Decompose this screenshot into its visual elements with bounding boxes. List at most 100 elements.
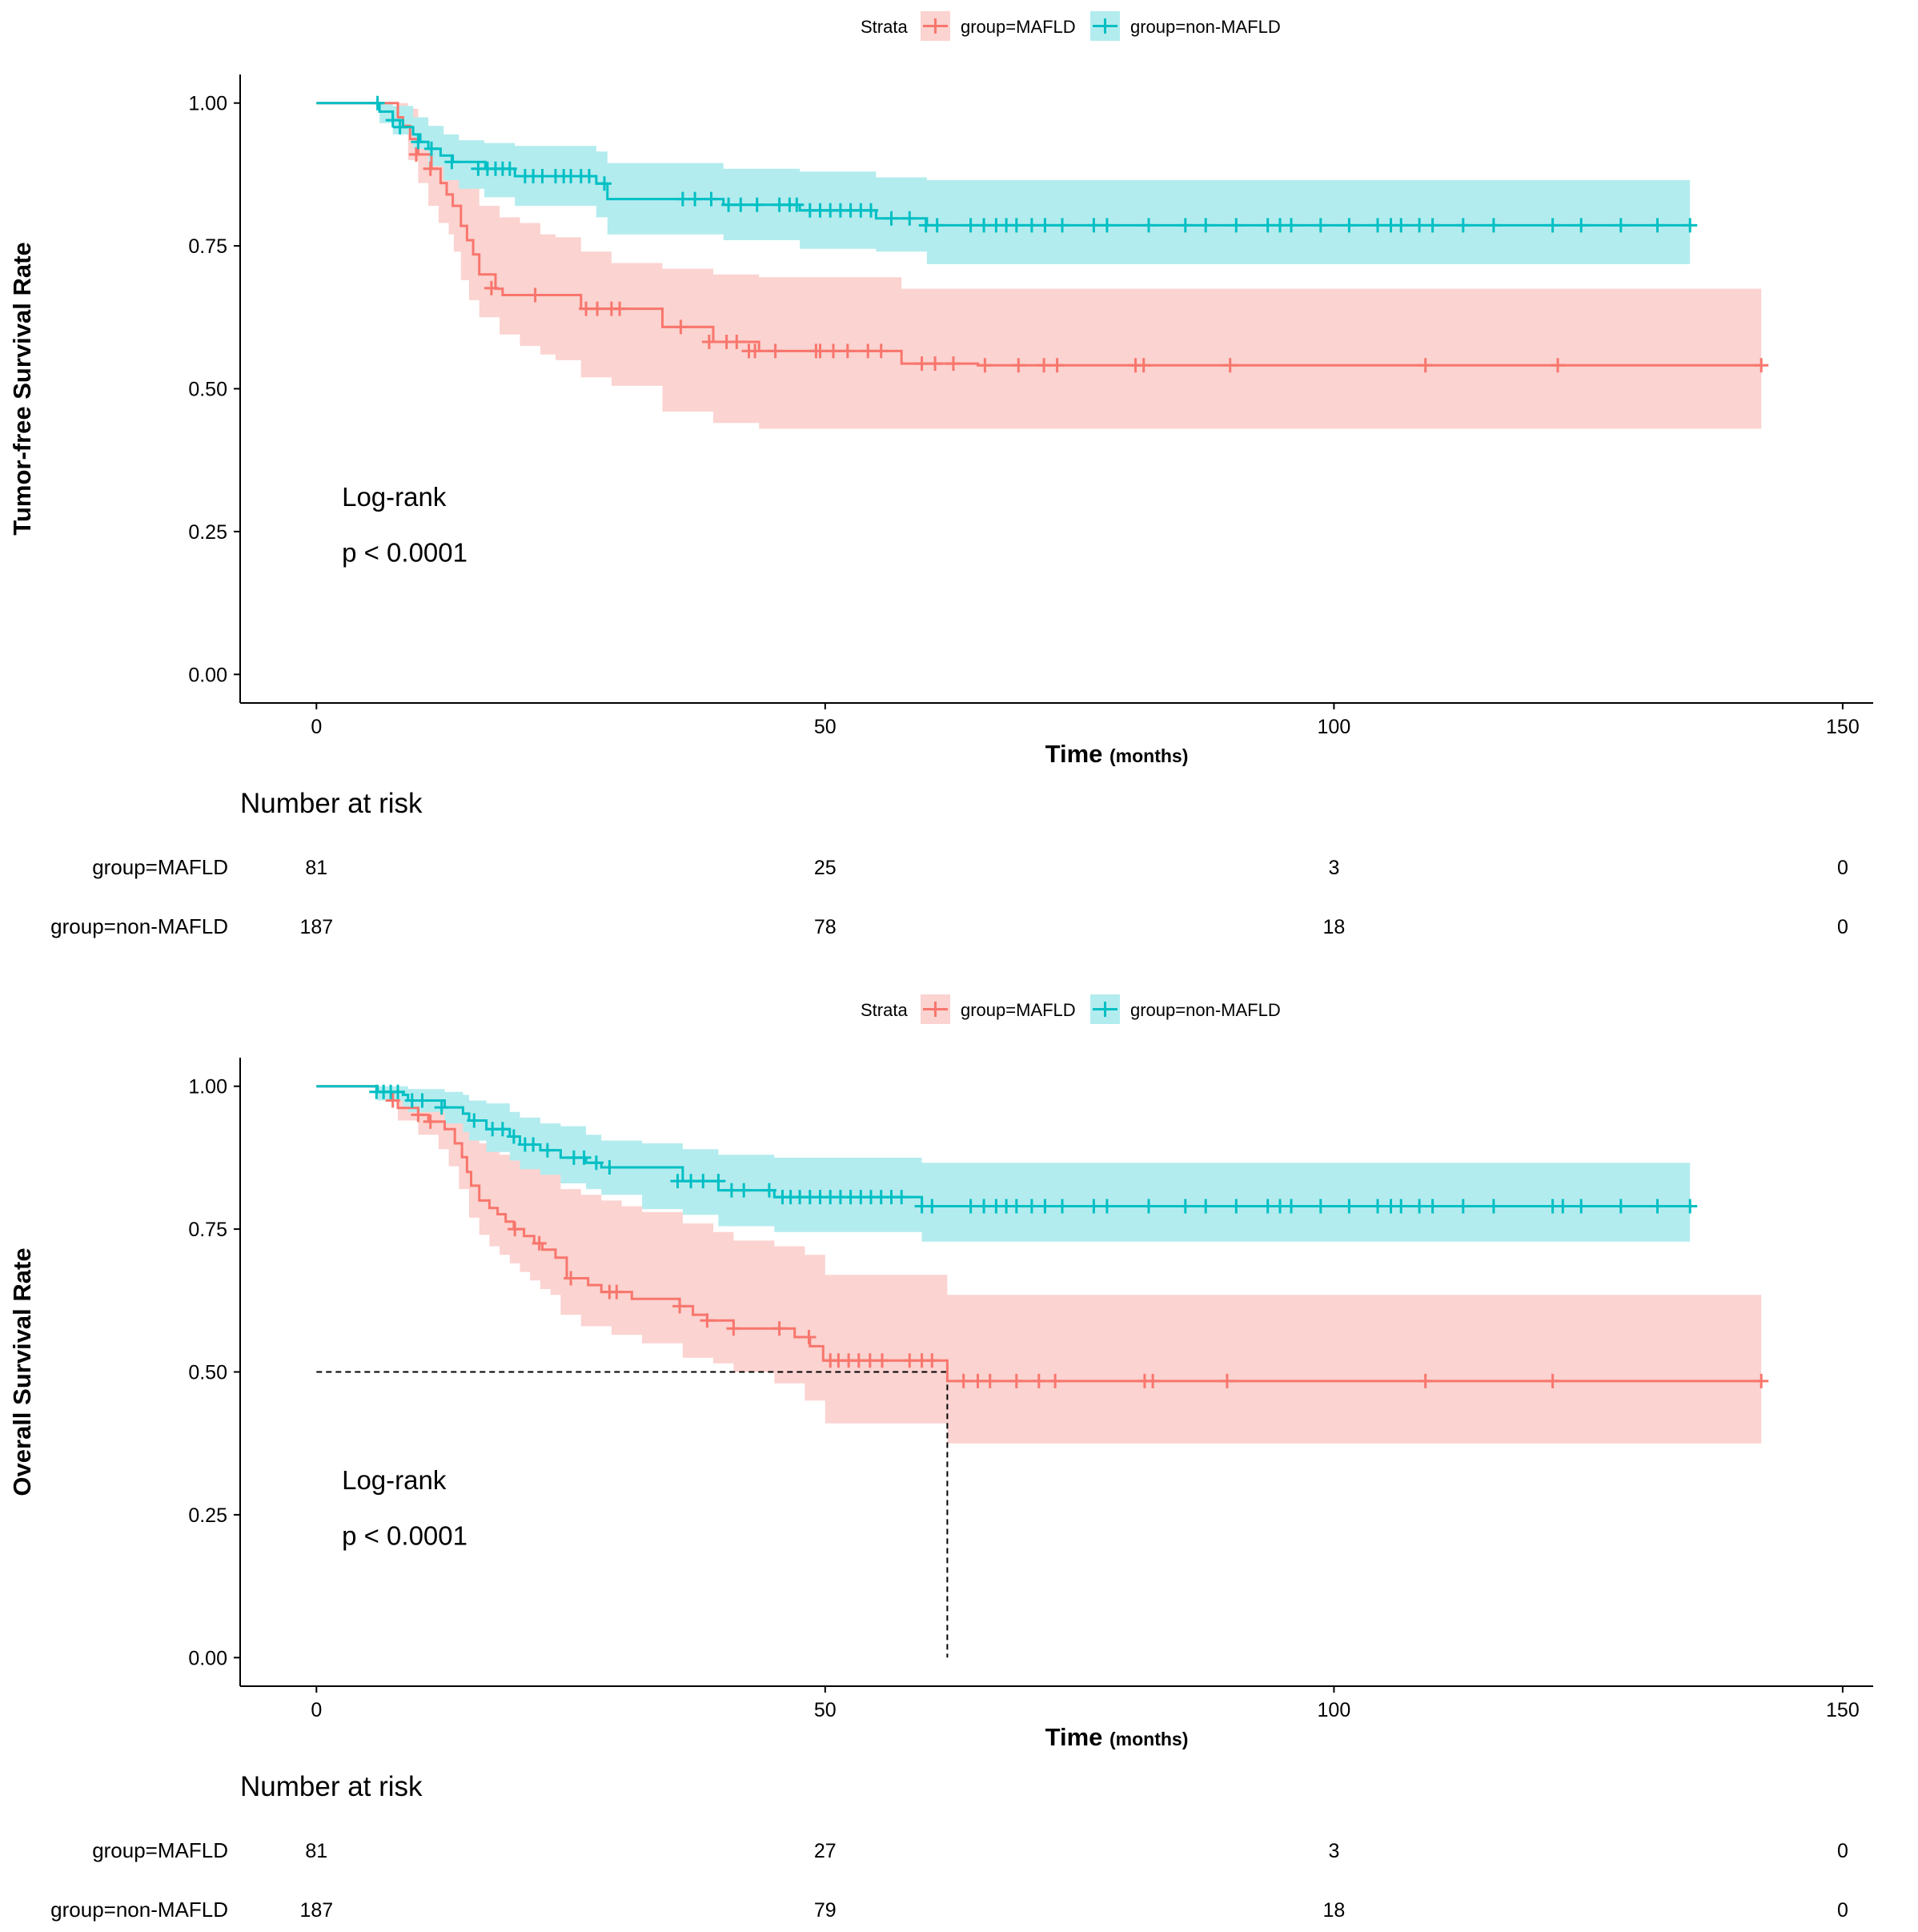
censor-mark [502, 161, 517, 176]
censor-mark [929, 218, 945, 233]
legend-key-2 [1090, 11, 1120, 41]
risk-count: 0 [1837, 1899, 1848, 1922]
censor-mark [528, 287, 543, 303]
censor-mark [1009, 218, 1024, 233]
censor-mark [1037, 1199, 1053, 1214]
censor-mark [1650, 218, 1665, 233]
y-axis-title: Overall Survival Rate [8, 1247, 36, 1496]
censor-mark [1418, 358, 1433, 373]
x-tick-label: 0 [311, 1699, 322, 1721]
legend-label-1: group=MAFLD [961, 1000, 1076, 1020]
censor-mark [700, 1313, 715, 1328]
censor-mark [1086, 218, 1101, 233]
censor-mark [1099, 218, 1114, 233]
risk-count: 0 [1837, 916, 1848, 938]
censor-mark [902, 211, 917, 226]
censor-mark [1574, 218, 1589, 233]
x-tick-label: 0 [311, 716, 322, 738]
risk-count: 3 [1328, 857, 1339, 879]
y-tick-label: 1.00 [188, 93, 227, 115]
censor-mark [1229, 218, 1244, 233]
censor-mark [590, 301, 605, 316]
legend-label-1: group=MAFLD [961, 17, 1076, 37]
y-tick-label: 0.50 [188, 379, 227, 401]
censor-mark [609, 1284, 624, 1299]
ci-band-1 [316, 102, 1762, 429]
censor-mark [484, 280, 499, 295]
censor-mark [1260, 1199, 1275, 1214]
censor-mark [724, 1183, 739, 1198]
risk-row-label: group=MAFLD [92, 1838, 228, 1862]
x-tick-label: 100 [1318, 716, 1351, 738]
censor-mark [1136, 358, 1151, 373]
censor-mark [506, 1129, 521, 1144]
legend-label-2: group=non-MAFLD [1130, 1000, 1281, 1020]
censor-mark [1425, 1199, 1440, 1214]
x-tick-label: 100 [1318, 1699, 1351, 1721]
censor-mark [535, 169, 550, 183]
censor-mark [1142, 1199, 1156, 1214]
censor-mark [602, 1160, 617, 1175]
censor-mark [526, 1137, 541, 1152]
x-axis-title-unit: (months) [1109, 745, 1188, 766]
censor-mark [1683, 1199, 1698, 1214]
censor-mark [385, 1093, 400, 1108]
legend-key-1 [921, 994, 950, 1024]
y-axis-title: Tumor-free Survival Rate [8, 242, 36, 535]
risk-table-title: Number at risk [240, 788, 423, 819]
y-tick-label: 0.00 [188, 1647, 227, 1669]
legend: Strata group=MAFLD group=non-MAFLD [861, 11, 1281, 41]
censor-mark [1425, 218, 1440, 233]
censor-mark [582, 169, 596, 183]
censor-mark [1037, 218, 1053, 233]
censor-mark [884, 211, 899, 226]
censor-mark [391, 1084, 405, 1099]
censor-mark [1284, 1199, 1298, 1214]
x-axis-title: Time (months) [1045, 740, 1189, 768]
censor-mark [1545, 1373, 1560, 1388]
censor-mark [370, 95, 385, 110]
censor-mark [1754, 358, 1769, 373]
censor-mark [423, 1114, 438, 1129]
risk-count: 3 [1328, 1840, 1339, 1862]
censor-mark [434, 1100, 449, 1115]
censor-mark [1284, 218, 1298, 233]
censor-mark [1178, 1199, 1193, 1214]
risk-table-title: Number at risk [240, 1771, 423, 1802]
x-axis-title: Time (months) [1045, 1723, 1189, 1751]
censor-mark [1198, 218, 1214, 233]
x-tick-label: 150 [1826, 716, 1860, 738]
censor-mark [721, 197, 736, 212]
censor-mark [733, 197, 748, 212]
legend-key-2 [1090, 994, 1120, 1024]
censor-mark [761, 1183, 776, 1198]
censor-mark [670, 1174, 685, 1189]
censor-mark [726, 1321, 741, 1336]
censor-mark [963, 1199, 978, 1214]
risk-count: 187 [299, 1899, 333, 1922]
censor-mark [508, 1222, 523, 1237]
censor-mark [1009, 1373, 1024, 1388]
censor-mark [1370, 1199, 1385, 1214]
censor-mark [415, 1093, 430, 1108]
censor-mark [408, 147, 423, 162]
logrank-label: Log-rank [342, 482, 447, 512]
pvalue-label: p < 0.0001 [342, 538, 467, 568]
y-tick-label: 1.00 [188, 1076, 227, 1099]
censor-mark [956, 1373, 971, 1388]
censor-mark [864, 203, 878, 218]
censor-mark [1198, 1199, 1214, 1214]
censor-mark [914, 356, 929, 372]
risk-count: 81 [305, 857, 327, 879]
pvalue-label: p < 0.0001 [342, 1521, 467, 1551]
censor-mark [1455, 218, 1471, 233]
censor-mark [772, 1321, 787, 1336]
censor-mark [1219, 1373, 1234, 1388]
x-axis-title-main: Time [1045, 1723, 1109, 1751]
censor-mark [748, 343, 763, 359]
risk-row-label: group=non-MAFLD [50, 1898, 228, 1922]
risk-count: 0 [1837, 857, 1848, 879]
risk-count: 78 [814, 916, 837, 938]
median-survival-line [316, 1371, 949, 1658]
